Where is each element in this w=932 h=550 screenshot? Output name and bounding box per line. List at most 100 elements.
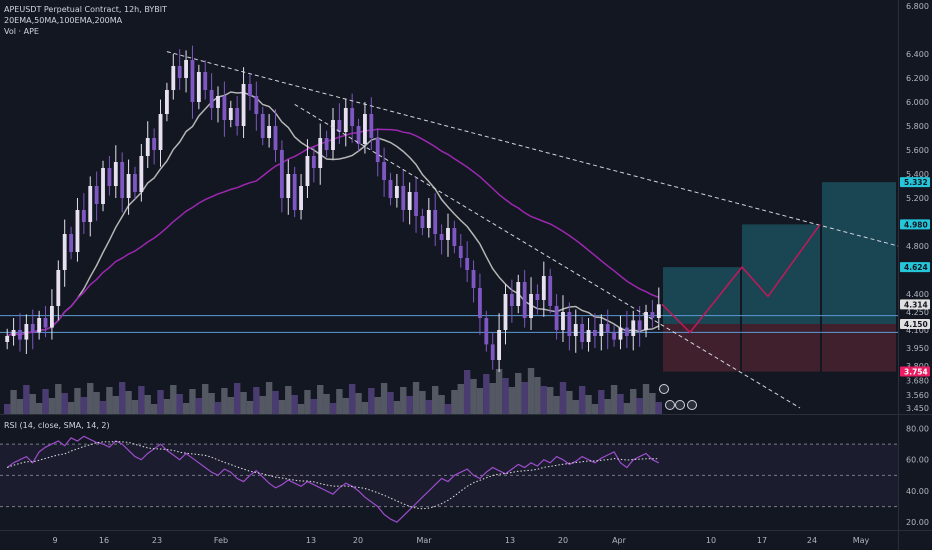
price-tick-label: 4.250 <box>906 308 929 317</box>
key-levels <box>0 315 898 333</box>
event-icon[interactable] <box>675 400 685 410</box>
candles[interactable] <box>5 45 661 372</box>
volume-bar <box>348 384 356 414</box>
price-badge <box>900 319 930 329</box>
price-tick-label: 3.560 <box>906 391 929 400</box>
candle-body <box>133 174 137 192</box>
rsi-sma-line <box>7 441 659 510</box>
candle-body <box>452 228 457 246</box>
time-tick-label: 23 <box>152 536 162 545</box>
volume-bar <box>74 388 81 414</box>
candle-body <box>88 186 93 222</box>
price-tick-label: 6.000 <box>906 98 929 107</box>
candle-body <box>573 324 578 336</box>
volume-bar <box>655 402 662 414</box>
candle-body <box>363 114 367 144</box>
volume-bar <box>4 404 11 414</box>
volume-bar <box>425 400 433 414</box>
volume-bar <box>87 383 94 414</box>
candle-body <box>11 330 16 336</box>
candle-body <box>407 192 412 210</box>
candle-body <box>612 332 617 340</box>
volume-bar <box>265 382 273 414</box>
volume-bar <box>610 385 618 414</box>
volume-bar <box>438 395 445 414</box>
candle-body <box>503 294 508 330</box>
price-tick-label: 4.400 <box>906 290 929 299</box>
volume-bar <box>649 393 656 414</box>
event-icon[interactable] <box>665 400 675 410</box>
candle-body <box>37 318 42 333</box>
time-tick-label: Feb <box>214 536 228 545</box>
rsi-tick-label: 40.00 <box>906 487 929 496</box>
candle-body <box>401 186 406 210</box>
rsi-tick-label: 20.00 <box>906 518 929 527</box>
candle-body <box>509 294 514 306</box>
event-icon[interactable] <box>687 400 697 410</box>
forecast-path <box>661 223 821 334</box>
candle-body <box>484 318 489 345</box>
time-tick-label: 10 <box>706 536 716 545</box>
time-tick-label: 16 <box>99 536 109 545</box>
volume-bar <box>208 393 215 414</box>
volume-bar <box>233 383 241 414</box>
price-badge <box>900 177 930 188</box>
volume-bar <box>623 403 631 414</box>
rsi-tick-label: 60.00 <box>906 456 929 465</box>
volume-bar <box>278 400 286 414</box>
volume-bar <box>342 398 349 414</box>
volume-bar <box>374 397 381 414</box>
volume-bar <box>176 394 183 414</box>
candle-body <box>382 162 387 180</box>
candle-body <box>497 330 502 360</box>
volume-bar <box>585 395 592 414</box>
volume-bar <box>125 391 132 414</box>
volume-bar <box>553 396 560 414</box>
forecast-line <box>661 223 821 334</box>
candle-body <box>248 84 252 96</box>
volume-bar <box>617 394 624 414</box>
volume-bar <box>170 385 177 414</box>
volume-bar <box>630 389 637 414</box>
price-tick-label: 4.800 <box>906 242 929 251</box>
price-badge-label: 4.314 <box>904 300 928 309</box>
volume-bar <box>495 369 503 414</box>
candle-body <box>24 324 29 340</box>
candle-body <box>356 126 361 144</box>
volume-bar <box>432 386 439 414</box>
event-icons[interactable] <box>659 384 697 410</box>
rsi-band <box>0 444 898 507</box>
candle-body <box>388 180 393 198</box>
candle-body <box>126 174 131 198</box>
volume-bar <box>329 403 337 414</box>
candle-body <box>273 126 278 150</box>
volume-bar <box>527 368 535 414</box>
candle-body <box>30 324 35 333</box>
descending-trendline <box>166 51 899 247</box>
price-tick-label: 5.200 <box>906 194 929 203</box>
candle-body <box>426 210 431 228</box>
price-badge <box>900 299 930 310</box>
volume-bar <box>131 400 139 414</box>
candle-body <box>107 168 112 186</box>
candle-body <box>260 114 265 138</box>
volume-bar <box>598 390 605 414</box>
candle-body <box>56 270 61 306</box>
price-badges: 5.332 4.980 4.624 4.314 4.150 3.754 <box>900 177 930 377</box>
volume-bar <box>163 399 171 414</box>
price-axis[interactable]: 6.800 6.400 6.200 6.000 5.800 5.600 5.400 5.200… <box>906 2 929 413</box>
candle-body <box>561 312 565 330</box>
time-axis[interactable]: 9 16 23 Feb 13 20 Mar 13 20 Apr 10 17 24 May <box>52 536 869 545</box>
candle-body <box>631 320 636 336</box>
trade-zones <box>663 182 896 372</box>
candle-body <box>331 120 335 150</box>
volume-bar <box>380 383 388 414</box>
candle-body <box>81 210 86 222</box>
event-icon[interactable] <box>659 384 669 394</box>
candle-body <box>394 186 399 198</box>
volume-legend: Vol · APE <box>4 27 39 36</box>
volume-bar <box>138 386 145 414</box>
volume-bar <box>291 395 298 414</box>
